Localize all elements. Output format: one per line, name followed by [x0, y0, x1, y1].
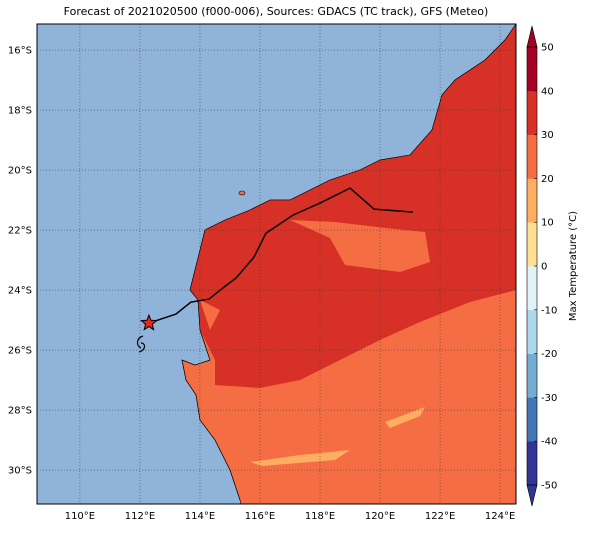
colorbar-band: [527, 47, 537, 92]
colorbar-tick-label: -40: [541, 437, 557, 448]
coastline: [181, 24, 516, 501]
y-tick-label: 30°S: [8, 466, 32, 477]
mild-patch: [250, 407, 425, 466]
colorbar-tick-label: 0: [541, 262, 547, 273]
land-hot: [190, 24, 516, 388]
y-tick-label: 22°S: [8, 226, 32, 237]
colorbar-tick-label: 50: [541, 43, 554, 54]
x-tick-label: 124°E: [485, 511, 515, 522]
colorbar-band: [527, 178, 537, 223]
colorbar-band: [527, 222, 537, 267]
colorbar: -50 -40 -30 -20 -10 0 10 20 30 40 50 Max Temperatur…: [526, 25, 579, 507]
colorbar-band: [527, 353, 537, 398]
colorbar-tick-label: -30: [541, 393, 557, 404]
colorbar-extend-max: [526, 25, 538, 48]
x-tick-label: 110°E: [65, 511, 95, 522]
colorbar-band: [527, 309, 537, 354]
x-tick-label: 122°E: [425, 511, 455, 522]
axis-ticks: 110°E 112°E 114°E 116°E 118°E 120°E 122°E 124°E…: [8, 46, 515, 522]
colorbar-band: [527, 90, 537, 135]
colorbar-tick-label: 10: [541, 218, 554, 229]
storm-position: [140, 313, 158, 331]
x-tick-label: 120°E: [365, 511, 395, 522]
y-tick-label: 28°S: [8, 406, 32, 417]
y-tick-label: 20°S: [8, 166, 32, 177]
island: [238, 190, 246, 196]
colorbar-tick-label: 20: [541, 174, 554, 185]
colorbar-tick-label: -50: [541, 481, 557, 492]
colorbar-tick-label: 40: [541, 86, 554, 97]
storm-track: [148, 187, 414, 324]
colorbar-band: [527, 134, 537, 179]
y-tick-label: 24°S: [8, 286, 32, 297]
x-tick-label: 116°E: [245, 511, 275, 522]
y-tick-label: 16°S: [8, 46, 32, 57]
x-tick-label: 112°E: [125, 511, 155, 522]
y-tick-label: 18°S: [8, 106, 32, 117]
colorbar-band: [527, 397, 537, 442]
map-frame: [36, 23, 517, 505]
x-tick-label: 114°E: [185, 511, 215, 522]
colorbar-tick-label: -10: [541, 305, 557, 316]
grid: [37, 24, 516, 504]
cyclone-symbol: [136, 335, 146, 353]
warm-patch: [200, 220, 430, 330]
colorbar-extend-min: [526, 484, 538, 507]
x-tick-label: 118°E: [305, 511, 335, 522]
colorbar-label: Max Temperature (°C): [568, 211, 579, 321]
map-title: Forecast of 2021020500 (f000-006), Sourc…: [64, 5, 489, 18]
track-layer: [140, 187, 414, 331]
colorbar-tick-label: -20: [541, 349, 557, 360]
map-area: [37, 24, 516, 504]
y-tick-label: 26°S: [8, 346, 32, 357]
colorbar-tick-label: 30: [541, 130, 554, 141]
colorbar-band: [527, 441, 537, 486]
colorbar-band: [527, 266, 537, 311]
